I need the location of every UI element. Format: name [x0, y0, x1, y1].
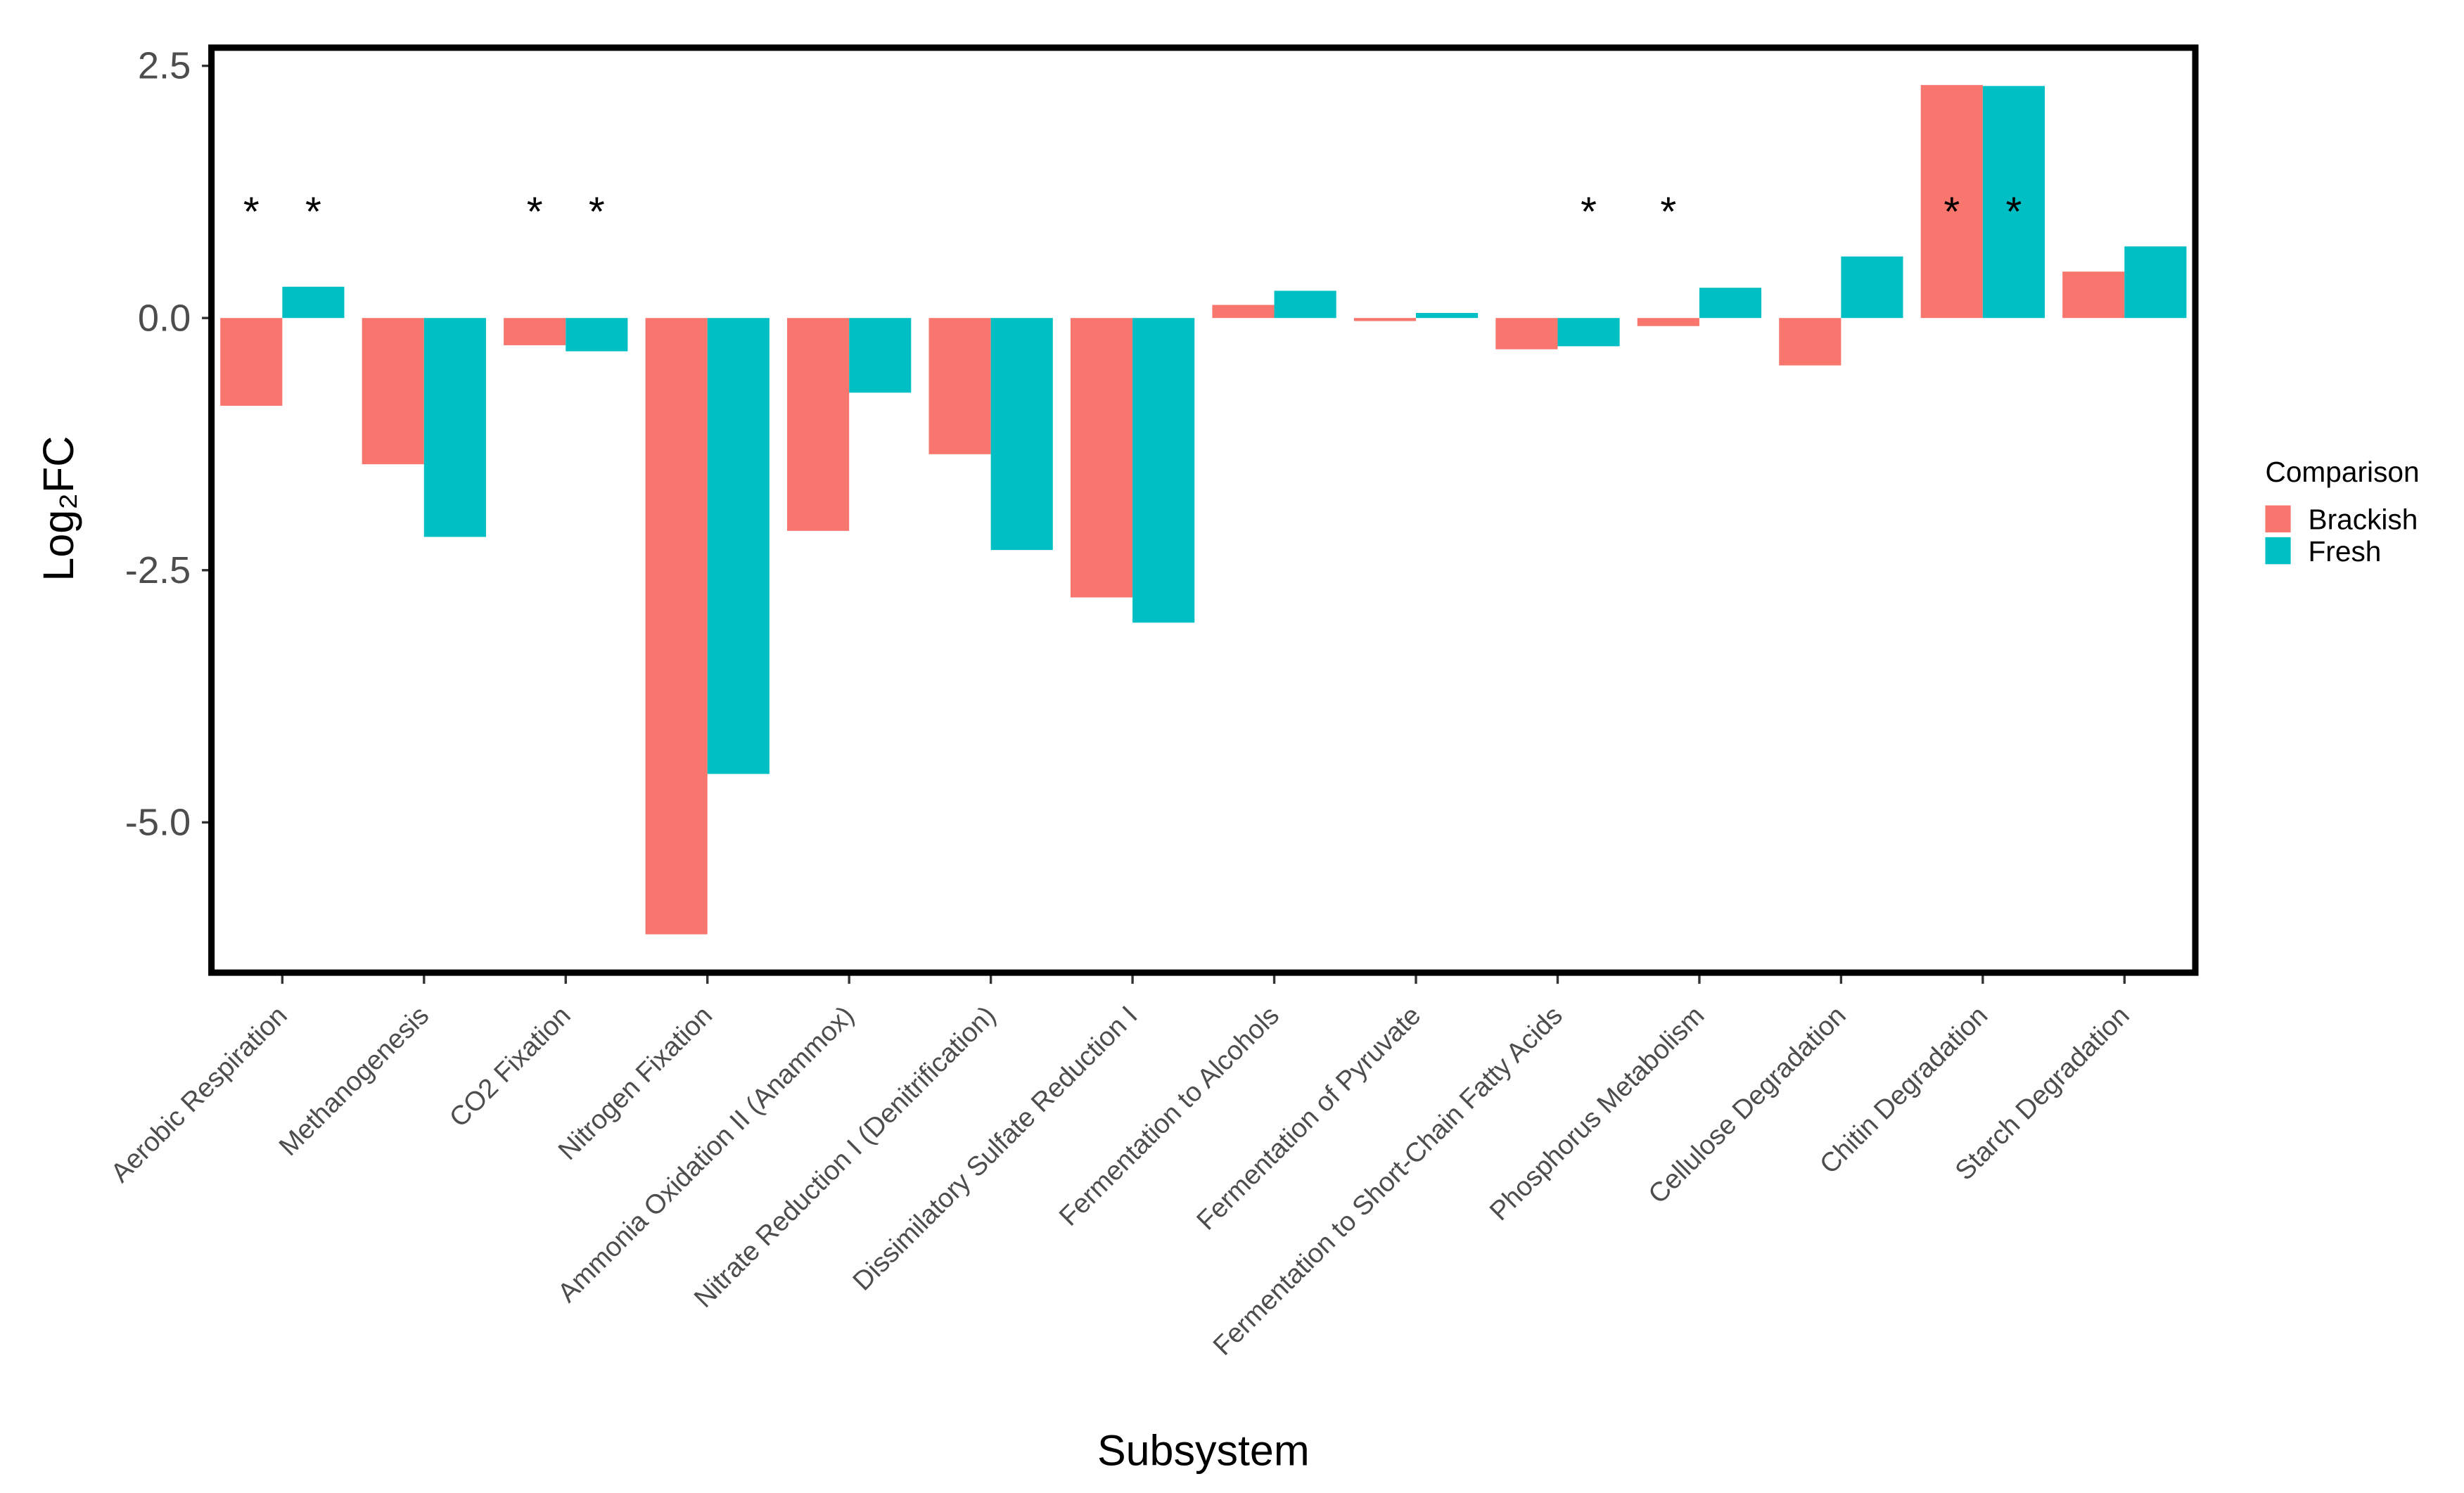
- bar: [707, 318, 770, 774]
- legend-key: [2265, 505, 2291, 533]
- y-tick-label: -2.5: [125, 549, 191, 591]
- bar: [1637, 318, 1699, 326]
- bar: [423, 318, 486, 537]
- x-tick-label: Methanogenesis: [274, 1000, 435, 1162]
- bar: [362, 318, 424, 465]
- x-tick-label: Fermentation of Pyruvate: [1191, 1000, 1426, 1236]
- bar: [1070, 318, 1133, 598]
- y-tick-label: -5.0: [125, 801, 191, 843]
- bar: [1982, 86, 2045, 319]
- bar: [504, 318, 566, 345]
- bar: [990, 318, 1053, 551]
- legend-label: Fresh: [2308, 535, 2381, 568]
- bar: [1557, 318, 1620, 347]
- bar: [1274, 290, 1336, 319]
- bar: [1841, 256, 1903, 319]
- significance-mark: *: [1660, 189, 1676, 235]
- x-tick-label: Nitrate Reduction I (Denitrification): [689, 1000, 1002, 1313]
- significance-mark: *: [1581, 189, 1597, 235]
- legend-key: [2265, 537, 2291, 565]
- bar: [1353, 318, 1417, 321]
- bar: [645, 318, 708, 935]
- significance-mark: *: [527, 189, 543, 235]
- bar: [566, 318, 628, 352]
- x-tick-label: CO2 Fixation: [444, 1000, 577, 1133]
- bar: [787, 318, 850, 531]
- x-tick-label: Aerobic Respiration: [105, 1000, 293, 1188]
- x-tick-label: Ammonia Oxidation II (Anammox): [552, 1000, 860, 1308]
- bar: [1699, 288, 1762, 319]
- significance-mark: *: [589, 189, 605, 235]
- x-axis-title: Subsystem: [1097, 1427, 1310, 1475]
- x-tick-label: Dissimilatory Sulfate Reduction I: [847, 1000, 1143, 1296]
- bar: [1920, 84, 1983, 319]
- bar: [2062, 271, 2125, 319]
- significance-mark: *: [2005, 189, 2022, 235]
- significance-mark: *: [1943, 189, 1960, 235]
- bar: [928, 318, 991, 454]
- bar: [282, 286, 345, 319]
- x-tick-label: Nitrogen Fixation: [552, 1000, 718, 1166]
- bar: [1779, 318, 1841, 366]
- panel-border: [208, 44, 2199, 976]
- bar: [1132, 318, 1195, 623]
- y-tick-label: 2.5: [138, 45, 191, 87]
- bar: [2124, 246, 2187, 319]
- bar: [1495, 318, 1558, 350]
- legend-label: Brackish: [2308, 504, 2418, 536]
- significance-mark: *: [305, 189, 321, 235]
- bar: [220, 318, 283, 406]
- y-tick-label: 0.0: [138, 297, 191, 339]
- bar: [849, 318, 912, 393]
- significance-mark: *: [243, 189, 260, 235]
- bar: [1416, 313, 1479, 319]
- legend-title: Comparison: [2265, 456, 2419, 488]
- bar: [1212, 305, 1275, 319]
- y-axis-title: Log₂FC: [34, 436, 82, 582]
